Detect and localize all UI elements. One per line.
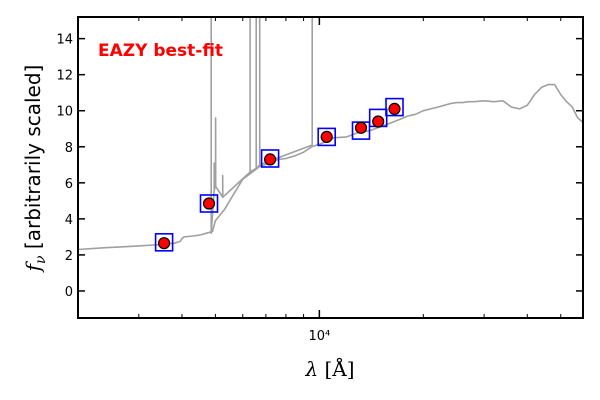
observed-point-marker xyxy=(372,115,385,128)
observed-point-marker xyxy=(320,130,333,143)
svg-text:fν [arbitrarily scaled]: fν [arbitrarily scaled] xyxy=(21,65,49,274)
y-axis-label: fν [arbitrarily scaled] xyxy=(21,65,49,274)
y-tick-label: 10 xyxy=(56,105,73,120)
observed-point-marker xyxy=(388,102,401,116)
x-axis-unit: [Å] xyxy=(318,356,354,381)
observed-point-marker xyxy=(158,237,171,250)
x-axis-label: λ [Å] xyxy=(304,356,354,381)
y-tick-label: 6 xyxy=(65,177,73,192)
y-tick-label: 2 xyxy=(65,249,73,264)
lambda-symbol: λ xyxy=(304,357,318,381)
x-tick-label: 10⁴ xyxy=(308,329,330,344)
y-tick-label: 12 xyxy=(56,69,73,84)
observed-point-marker xyxy=(354,121,368,134)
model-box-marker xyxy=(199,194,219,213)
annotation-text: EAZY best-fit xyxy=(98,41,223,61)
y-tick-label: 14 xyxy=(56,33,73,48)
model-box-marker xyxy=(317,127,337,147)
observed-point-marker xyxy=(264,153,277,166)
y-tick-label: 0 xyxy=(65,285,73,300)
plot-frame xyxy=(77,16,584,319)
model-box-marker xyxy=(260,149,280,168)
spectrum-continuum-line xyxy=(77,83,584,251)
axis-layer: 0 2 4 6 8 10 12 14 10⁴ xyxy=(56,17,583,344)
spectrum-layer xyxy=(77,16,584,251)
nu-subscript: ν xyxy=(33,255,49,264)
y-tick-label: 4 xyxy=(65,213,73,228)
y-axis-unit: [arbitrarily scaled] xyxy=(21,65,45,256)
marker-layer xyxy=(154,97,404,252)
spectrum-emission-lines xyxy=(210,16,314,235)
svg-text:λ [Å]: λ [Å] xyxy=(304,356,354,381)
observed-point-marker xyxy=(202,197,216,210)
y-tick-label: 8 xyxy=(65,141,73,156)
model-box-marker xyxy=(385,97,404,117)
model-box-marker xyxy=(154,233,174,252)
